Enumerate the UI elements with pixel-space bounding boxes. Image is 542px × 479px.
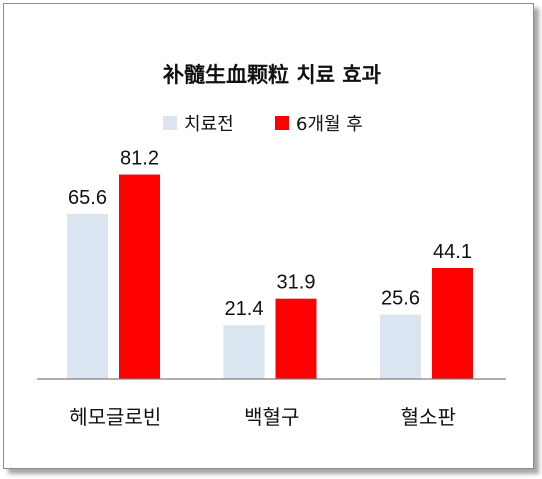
value-label-platelet-before-treatment: 25.6 bbox=[381, 288, 420, 310]
value-labels-group: 65.6 81.2 21.4 31.9 25.6 44.1 bbox=[68, 148, 472, 321]
value-label-hemoglobin-after-6-months: 81.2 bbox=[120, 148, 159, 170]
bar-platelet-after-6-months bbox=[432, 267, 473, 379]
legend-swatch-after-6-months bbox=[275, 116, 289, 130]
value-label-platelet-after-6-months: 44.1 bbox=[433, 241, 472, 263]
bar-hemoglobin-after-6-months bbox=[119, 174, 160, 379]
value-label-white-blood-cell-before-treatment: 21.4 bbox=[225, 298, 264, 320]
chart-title: 补髓生血颗粒 치료 효과 bbox=[162, 63, 381, 87]
bar-white-blood-cell-after-6-months bbox=[275, 298, 317, 379]
category-label-platelet: 혈소판 bbox=[401, 405, 456, 429]
bar-hemoglobin-before-treatment bbox=[67, 213, 108, 379]
legend-label-before-treatment: 치료전 bbox=[184, 114, 234, 135]
bar-white-blood-cell-before-treatment bbox=[223, 325, 265, 379]
legend-swatch-before-treatment bbox=[163, 116, 177, 130]
category-labels-group: 헤모글로빈 백혈구 혈소판 bbox=[69, 405, 456, 429]
value-label-hemoglobin-before-treatment: 65.6 bbox=[68, 187, 107, 209]
bars-group bbox=[67, 174, 473, 379]
bar-platelet-before-treatment bbox=[380, 314, 421, 379]
value-label-white-blood-cell-after-6-months: 31.9 bbox=[277, 272, 316, 294]
category-label-hemoglobin: 헤모글로빈 bbox=[69, 405, 161, 429]
category-label-white-blood-cell: 백혈구 bbox=[244, 405, 299, 429]
legend: 치료전 6개월 후 bbox=[163, 114, 363, 135]
legend-label-after-6-months: 6개월 후 bbox=[296, 114, 363, 135]
